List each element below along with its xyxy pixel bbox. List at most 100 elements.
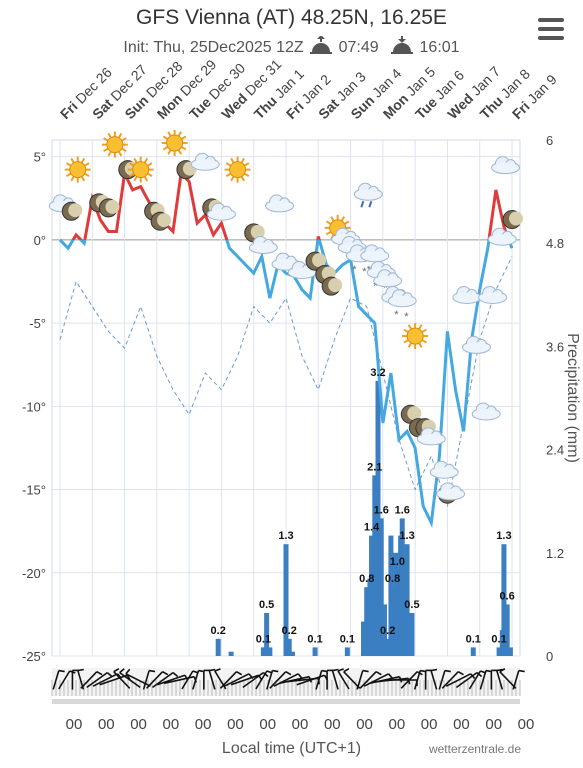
day-weekday: Thu [251, 90, 283, 122]
wind-barb [369, 675, 400, 685]
snow-weather-icon: * * [387, 289, 417, 323]
day-date: Dec 29 [177, 56, 220, 99]
precip-value-label: 1.3 [278, 530, 293, 542]
precip-value-label: 0.8 [385, 573, 400, 585]
hour-label: 00 [227, 716, 244, 733]
precip-value-label: 0.6 [500, 590, 515, 602]
cloud-weather-icon [206, 202, 236, 221]
wind-barb-flag [262, 672, 269, 678]
wind-barb-flag [308, 676, 313, 683]
wind-barb [214, 670, 227, 690]
day-date: Jan 7 [468, 63, 504, 99]
wind-barb [455, 671, 478, 689]
precip-bar [378, 518, 384, 656]
wind-barb-flag [430, 668, 438, 672]
cloud-weather-icon [48, 194, 78, 213]
precip-value-label: 0.1 [340, 633, 355, 645]
day-weekday: Sun [121, 89, 154, 122]
cloud-weather-icon [471, 402, 501, 421]
hamburger-menu-icon[interactable] [538, 18, 564, 40]
wind-barb-flag [69, 670, 76, 674]
day-date: Dec 26 [72, 64, 115, 107]
precip-value-label: 1.3 [496, 530, 511, 542]
precip-bar [286, 638, 292, 656]
cloud-weather-icon [265, 194, 295, 213]
wind-barb-flag [496, 668, 503, 672]
night-weather-icon [244, 223, 265, 243]
day-label: Sun Jan 4 [347, 65, 404, 122]
wind-barb-flag [420, 669, 427, 673]
sun-weather-icon [402, 323, 429, 350]
night-weather-icon [305, 251, 327, 271]
day-date: Jan 9 [524, 71, 560, 107]
wind-barb-flag [285, 670, 292, 676]
wind-barb [376, 677, 409, 683]
precip-axis-label: Precipitation (mm) [564, 333, 581, 463]
wind-barb-flag [214, 668, 221, 672]
day-label: Mon Jan 5 [380, 63, 439, 122]
wind-barb-flag [77, 668, 84, 672]
cloud-weather-icon [271, 252, 301, 271]
precip-bar [215, 638, 221, 656]
wind-barb-flag [248, 673, 254, 679]
precip-bar [390, 587, 396, 656]
hour-label: 00 [130, 716, 147, 733]
wind-barb [156, 674, 186, 686]
cloud-weather-icon [373, 269, 403, 288]
svg-text:*: * [377, 266, 382, 278]
wind-barb-flag [126, 674, 132, 681]
wind-barb [512, 670, 520, 690]
night-weather-icon [61, 201, 83, 221]
svg-text:*: * [352, 264, 357, 276]
sunset-time: 16:01 [419, 39, 460, 56]
temp-tick-label: -20° [22, 566, 46, 581]
wind-barb [296, 674, 325, 686]
wind-barb-flag [480, 670, 487, 674]
day-date: Jan 5 [403, 63, 439, 99]
temp-tick-label: 5° [34, 150, 46, 165]
hour-label: 00 [453, 716, 470, 733]
day-date: Jan 1 [271, 66, 307, 102]
precip-value-label: 0.5 [259, 599, 274, 611]
wind-barb-flag [323, 674, 329, 681]
precip-tick-label: 6 [546, 133, 553, 148]
day-date: Dec 31 [242, 56, 285, 99]
hour-label: 00 [292, 716, 309, 733]
wind-barb [266, 670, 274, 690]
wind-barb [279, 675, 310, 685]
precip-labels: 0.2 0.1 0.5 1.3 0.2 0.1 0.1 0.8 1.4 2.1 3.2 1.6 0.2 0… [211, 367, 515, 646]
precip-value-label: 2.1 [367, 461, 382, 473]
wind-barb-flag [272, 669, 279, 673]
hour-label: 00 [66, 716, 83, 733]
snow-weather-icon: * * [360, 244, 390, 278]
weather-icons: * * * ** ** * [48, 129, 523, 504]
precip-bar [393, 552, 399, 656]
wind-barb [499, 671, 517, 689]
precip-bar [385, 638, 391, 656]
temp-tick-label: 0° [34, 233, 46, 248]
hour-label: 00 [163, 716, 180, 733]
precip-bar [399, 518, 405, 656]
precip-tick-label: 0 [546, 649, 553, 664]
wind-barb [400, 671, 418, 689]
wind-barb-flag [476, 672, 483, 678]
wind-barb-flag [416, 670, 423, 676]
wind-barb [192, 670, 200, 690]
wind-barb-flag [317, 678, 321, 685]
night-weather-icon [176, 160, 197, 180]
day-weekday: Mon [380, 88, 414, 122]
temp-tick-label: -10° [22, 399, 46, 414]
wind-barb [219, 671, 238, 689]
wind-barb-flag [116, 673, 123, 679]
svg-text:*: * [383, 282, 388, 294]
day-label: Wed Jan 7 [444, 63, 503, 122]
wind-barb [343, 671, 361, 689]
svg-text:*: * [404, 311, 409, 323]
rain-weather-icon [353, 182, 383, 208]
cloud-weather-icon [478, 285, 508, 304]
night-weather-icon [202, 198, 223, 218]
day-weekday: Sat [315, 93, 344, 122]
wind-barb-flag [375, 670, 382, 676]
sun-weather-icon [64, 156, 91, 183]
wind-barbs [51, 667, 525, 704]
